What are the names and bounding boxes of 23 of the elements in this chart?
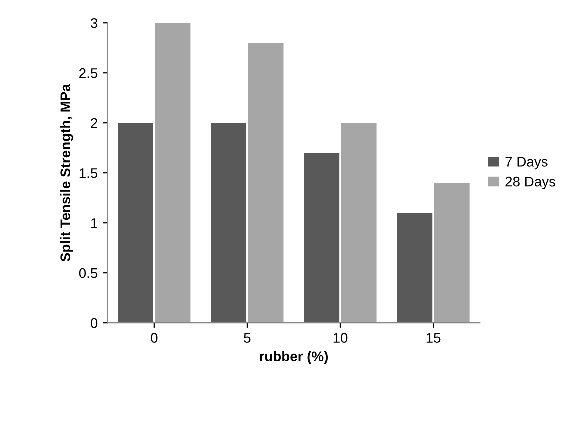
y-tick-label: 2 xyxy=(91,118,98,128)
bar xyxy=(211,123,247,324)
y-tick-label: 0 xyxy=(90,318,98,328)
x-axis-title: rubber (%) xyxy=(260,351,328,364)
legend-label: 7 Days xyxy=(506,157,548,170)
bar xyxy=(397,213,433,324)
y-tick-label: 1 xyxy=(92,218,98,228)
bar xyxy=(434,183,470,324)
x-tick-label: 10 xyxy=(334,333,348,343)
legend-label: 28 Days xyxy=(506,176,556,190)
y-axis-title: Split Tensile Strength, MPa xyxy=(60,84,74,262)
y-tick-label: 1.5 xyxy=(80,168,98,178)
bar xyxy=(118,123,154,324)
y-tick-label: 3 xyxy=(90,18,98,28)
bar xyxy=(304,153,340,324)
y-tick-label: 0.5 xyxy=(79,268,98,278)
bar xyxy=(155,23,191,324)
bar xyxy=(248,43,284,324)
bar xyxy=(341,123,377,324)
y-tick-label: 2.5 xyxy=(80,68,98,78)
x-tick-label: 15 xyxy=(426,333,441,343)
x-tick-label: 5 xyxy=(244,333,251,343)
x-tick-label: 0 xyxy=(151,333,158,343)
